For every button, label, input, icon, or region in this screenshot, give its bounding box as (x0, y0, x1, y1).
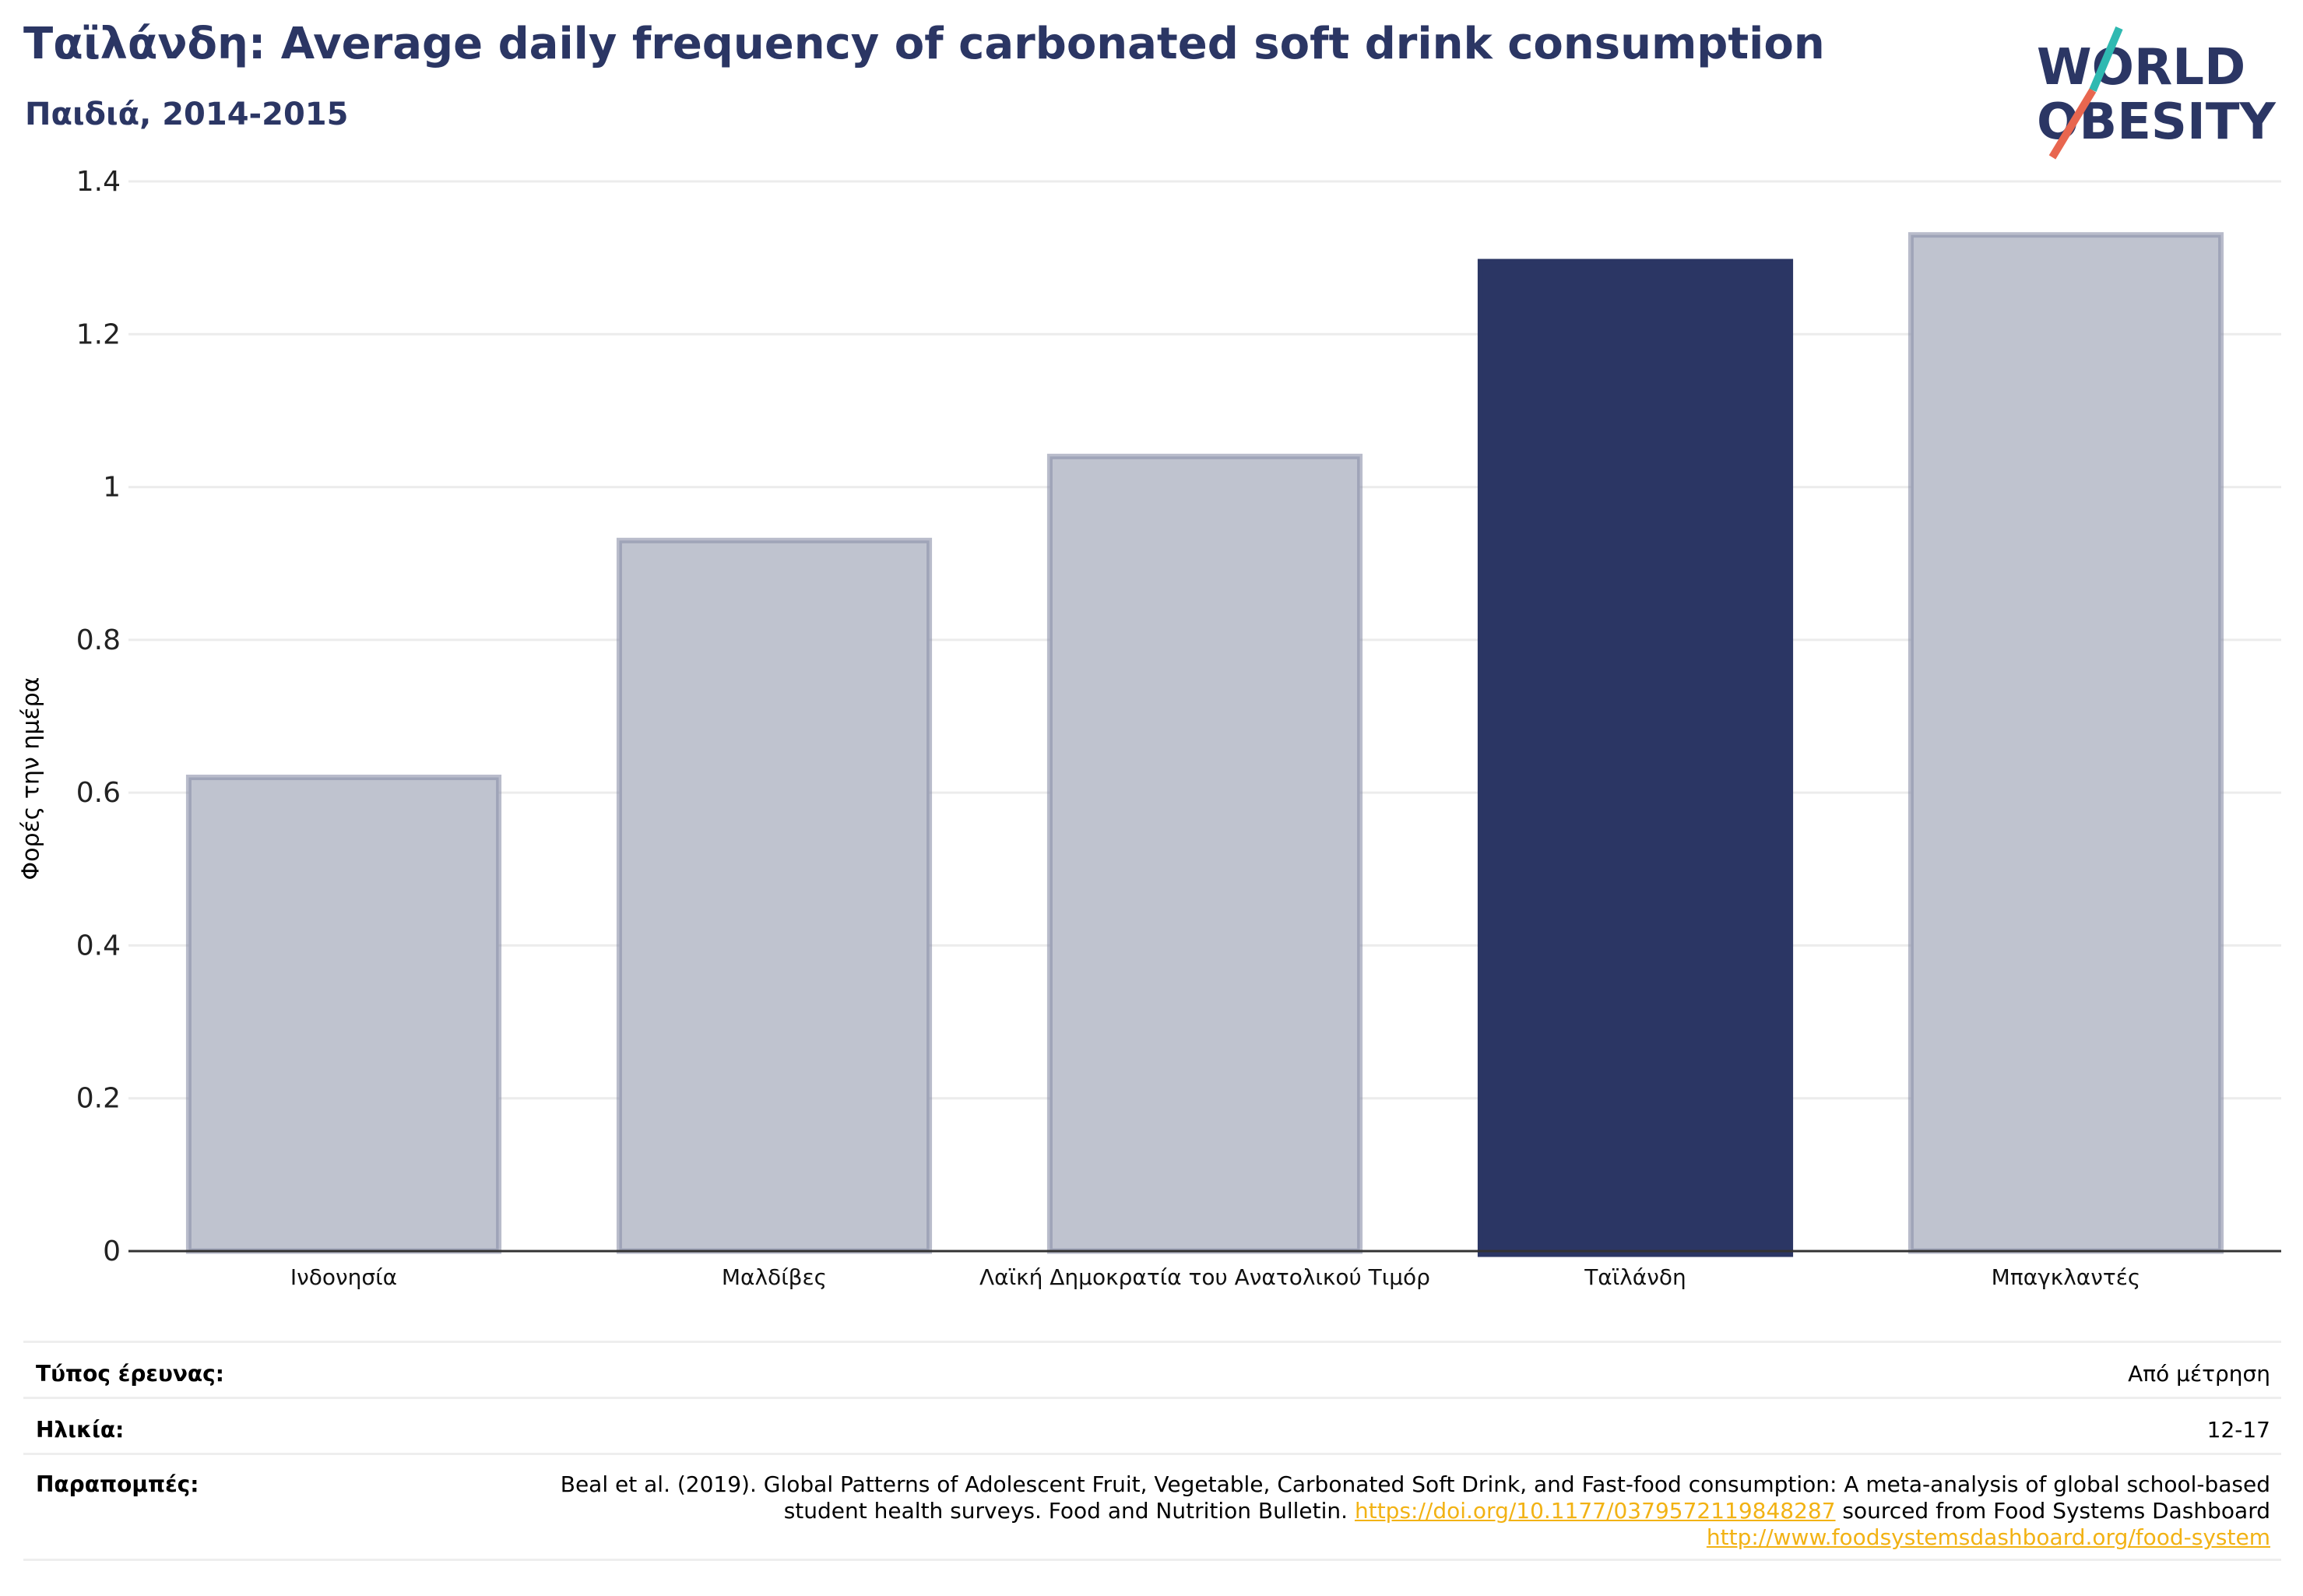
info-divider-3 (23, 1453, 2281, 1455)
x-tick-label: Λαϊκή Δημοκρατία του Ανατολικού Τιμόρ (979, 1264, 1430, 1290)
info-divider-2 (23, 1397, 2281, 1399)
info-divider-top (23, 1341, 2281, 1343)
y-tick-label: 0 (103, 1236, 121, 1267)
survey-type-label: Τύπος έρευνας: (36, 1361, 224, 1387)
doi-link[interactable]: https://doi.org/10.1177/0379572119848287 (1354, 1498, 1836, 1524)
y-tick-label: 0.4 (76, 930, 121, 961)
y-tick-label: 0.6 (76, 777, 121, 809)
bar-chart: 0 0.2 0.4 0.6 0.8 1 1.2 1.4 Ινδονησία Μαλδίβες Λα… (76, 166, 2281, 1290)
references-row: Παραπομπές: Beal et al. (2019). Global P… (23, 1471, 2281, 1565)
bar-2 (1046, 453, 1363, 1254)
y-tick-labels: 0 0.2 0.4 0.6 0.8 1 1.2 1.4 (76, 166, 121, 1267)
references-label: Παραπομπές: (36, 1471, 199, 1497)
age-value: 12-17 (2206, 1417, 2270, 1443)
dashboard-link[interactable]: http://www.foodsystemsdashboard.org/food… (1706, 1524, 2270, 1550)
bar-0 (185, 775, 502, 1254)
y-tick-label: 1.4 (76, 166, 121, 198)
x-tick-label: Ταϊλάνδη (1584, 1264, 1686, 1290)
bar-3 (1477, 258, 1794, 1257)
ref-text-1: Beal et al. (2019). Global Patterns of A… (560, 1471, 2270, 1524)
y-tick-label: 1.2 (76, 318, 121, 350)
age-label: Ηλικία: (36, 1417, 125, 1443)
bars (185, 232, 2224, 1257)
y-tick-label: 0.8 (76, 624, 121, 656)
logo-teal-stroke (2089, 26, 2123, 92)
info-divider-bottom (23, 1559, 2281, 1561)
y-axis-label: Φορές την ημέρα (17, 677, 45, 881)
world-obesity-logo: WORLD OBESITY (2037, 26, 2276, 160)
x-tick-label: Μαλδίβες (722, 1264, 827, 1290)
bar-1 (616, 537, 933, 1254)
logo-coral-stroke (2048, 88, 2097, 160)
x-tick-label: Μπαγκλαντές (1992, 1264, 2141, 1290)
y-tick-label: 1 (103, 472, 121, 504)
x-tick-label: Ινδονησία (290, 1264, 397, 1290)
y-tick-label: 0.2 (76, 1083, 121, 1115)
references-text: Beal et al. (2019). Global Patterns of A… (557, 1471, 2270, 1551)
survey-type-value: Από μέτρηση (2128, 1361, 2270, 1387)
bar-4 (1907, 232, 2224, 1254)
chart-subtitle: Παιδιά, 2014-2015 (25, 97, 349, 132)
logo-line1: WORLD (2037, 39, 2245, 97)
chart-title: Ταϊλάνδη: Average daily frequency of car… (23, 19, 1825, 69)
x-tick-labels: Ινδονησία Μαλδίβες Λαϊκή Δημοκρατία του Αν… (290, 1264, 2140, 1290)
ref-text-2: sourced from Food Systems Dashboard (1835, 1498, 2270, 1524)
